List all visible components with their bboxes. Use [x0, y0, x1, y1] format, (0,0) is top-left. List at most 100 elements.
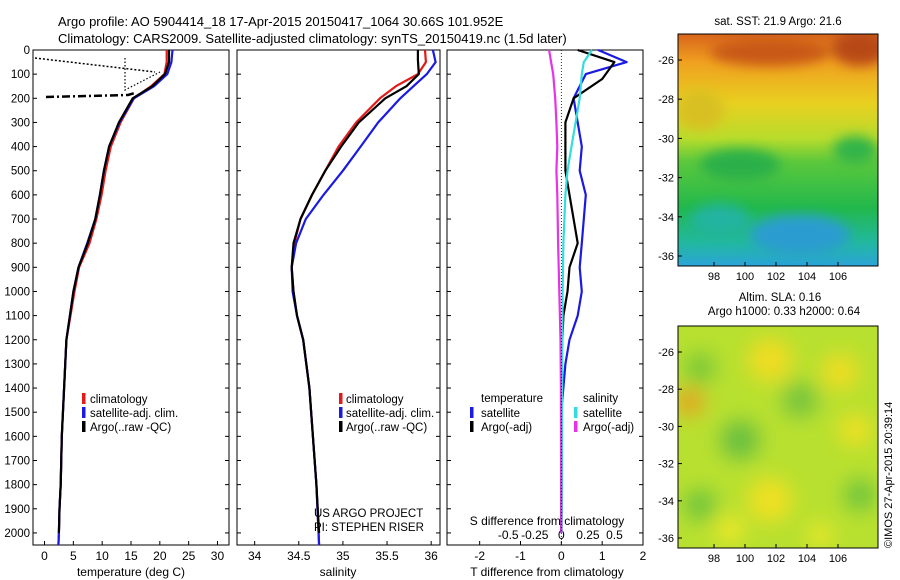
- s-difference-axis-label: S difference from climatology: [470, 514, 625, 528]
- map-x-tick-label: 102: [767, 271, 785, 283]
- depth-tick-label: 1400: [4, 383, 30, 395]
- series-line-argo-raw-qc: [57, 50, 171, 533]
- pi-label: PI: STEPHEN RISER: [314, 522, 424, 534]
- s-difference-tick-label: -0.25: [521, 528, 549, 542]
- depth-tick-label: 1900: [4, 504, 30, 516]
- series-line-salinity-satellite: [560, 49, 593, 533]
- legend-label-s-argo: Argo(-adj): [583, 422, 634, 434]
- map-y-tick-label: -26: [658, 347, 674, 359]
- depth-tick-label: 900: [11, 262, 30, 274]
- map-y-tick-label: -28: [658, 94, 674, 106]
- temperature-panel-frame: [32, 49, 230, 546]
- temperature-curves: [57, 49, 174, 546]
- map-y-tick-label: -26: [658, 55, 674, 67]
- legend-label-satellite: satellite-adj. clim.: [346, 408, 434, 420]
- map-x-tick-label: 98: [708, 271, 720, 283]
- series-line-climatology: [57, 50, 168, 546]
- map-y-tick-label: -30: [658, 421, 674, 433]
- map-y-tick-label: -36: [658, 251, 674, 263]
- temperature-tick-label: 20: [153, 549, 167, 563]
- depth-tick-label: 100: [11, 69, 30, 81]
- salinity-curves: [290, 49, 437, 546]
- legend-swatch-t-satellite: [470, 407, 474, 418]
- salinity-tick-label: 34.5: [287, 549, 311, 563]
- temperature-axis: 0 5 10 15 20 25 30: [41, 541, 224, 563]
- depth-tick-label: 600: [11, 190, 30, 202]
- difference-tick-label: -1: [515, 549, 526, 563]
- map-x-tick-label: 106: [829, 271, 847, 283]
- legend-swatch-satellite: [82, 407, 86, 418]
- s-difference-tick-label: 0: [558, 528, 565, 542]
- temperature-tick-label: 10: [95, 549, 109, 563]
- s-difference-axis: -0.5 -0.25 0 0.25 0.5: [498, 528, 623, 542]
- map-x-tick-label: 104: [798, 553, 816, 565]
- series-line-temperature-argo-adj: [560, 48, 616, 533]
- sla-map-frame: [677, 325, 879, 549]
- sst-map-image: [678, 34, 878, 266]
- legend-title-temperature: temperature: [481, 393, 543, 405]
- map-y-tick-label: -32: [658, 459, 674, 471]
- legend-swatch-climatology: [339, 393, 343, 404]
- sla-map-image: [678, 326, 878, 548]
- legend-label-t-satellite: satellite: [481, 408, 520, 420]
- legend-label-climatology: climatology: [346, 394, 404, 406]
- depth-tick-label: 1000: [4, 286, 30, 298]
- sla-map-title-line2: Argo h1000: 0.33 h2000: 0.64: [708, 306, 861, 318]
- series-line-argo-raw-qc: [290, 50, 420, 533]
- depth-tick-label: 1100: [5, 311, 30, 323]
- salinity-tick-label: 35: [336, 549, 350, 563]
- series-line-salinity-argo-adj: [548, 49, 563, 533]
- map-x-tick-label: 106: [829, 553, 847, 565]
- map-x-tick-label: 100: [736, 271, 754, 283]
- legend-label-climatology: climatology: [90, 394, 148, 406]
- series-line-temperature-satellite: [560, 48, 628, 533]
- imos-credit: ©IMOS 27-Apr-2015 20:39:14: [883, 402, 895, 548]
- sst-map-axes: 98 100 102 104 106 -26 -28 -30 -32 -34 -36: [658, 55, 847, 283]
- legend-label-s-satellite: satellite: [583, 408, 622, 420]
- difference-panel-frame: [446, 49, 644, 546]
- legend-swatch-satellite: [339, 407, 343, 418]
- figure-title-line1: Argo profile: AO 5904414_18 17-Apr-2015 …: [58, 14, 504, 29]
- legend-swatch-climatology: [82, 393, 86, 404]
- map-y-tick-label: -28: [658, 384, 674, 396]
- map-x-tick-label: 102: [767, 553, 785, 565]
- legend-swatch-argo: [82, 421, 86, 432]
- legend-swatch-s-satellite: [574, 407, 578, 418]
- depth-tick-label: 500: [11, 166, 30, 178]
- depth-tick-label: 1800: [4, 480, 30, 492]
- temperature-tick-label: 30: [211, 549, 225, 563]
- sst-map-frame: [677, 33, 879, 267]
- project-label: US ARGO PROJECT: [314, 508, 423, 520]
- series-line-satellite-adj-clim: [290, 49, 437, 546]
- difference-tick-label: 0: [558, 549, 565, 563]
- depth-tick-label: 800: [11, 238, 30, 250]
- map-y-tick-label: -34: [658, 496, 674, 508]
- map-x-tick-label: 104: [798, 271, 816, 283]
- legend-title-salinity: salinity: [583, 393, 618, 405]
- legend-label-satellite: satellite-adj. clim.: [90, 408, 178, 420]
- mld-dotted-line: [34, 57, 156, 73]
- temperature-tick-label: 0: [41, 549, 48, 563]
- mld-dashdot-line: [45, 91, 136, 99]
- legend-swatch-s-argo: [574, 421, 578, 432]
- legend-label-argo: Argo(..raw -QC): [346, 422, 427, 434]
- s-difference-tick-label: 0.5: [606, 528, 623, 542]
- t-difference-axis-label: T difference from climatology: [470, 565, 624, 579]
- temperature-tick-label: 15: [124, 549, 138, 563]
- depth-tick-label: 700: [11, 214, 30, 226]
- sla-map-axes: 98 100 102 104 106 -26 -28 -30 -32 -34 -36: [658, 347, 847, 565]
- map-x-tick-label: 98: [708, 553, 720, 565]
- legend-label-argo: Argo(..raw -QC): [90, 422, 171, 434]
- salinity-tick-label: 36: [424, 549, 438, 563]
- map-x-tick-label: 100: [736, 553, 754, 565]
- temperature-tick-label: 5: [70, 549, 77, 563]
- legend-swatch-t-argo: [470, 421, 474, 432]
- depth-axis: 0 100 200 300 400 500 600 700 800 900 1000 1100 1200…: [4, 45, 643, 540]
- series-line-satellite-adj-clim: [57, 49, 174, 546]
- depth-tick-label: 1200: [4, 335, 30, 347]
- map-y-tick-label: -36: [658, 533, 674, 545]
- depth-tick-label: 1700: [4, 455, 30, 467]
- salinity-tick-label: 35.5: [375, 549, 399, 563]
- depth-tick-label: 1500: [4, 407, 30, 419]
